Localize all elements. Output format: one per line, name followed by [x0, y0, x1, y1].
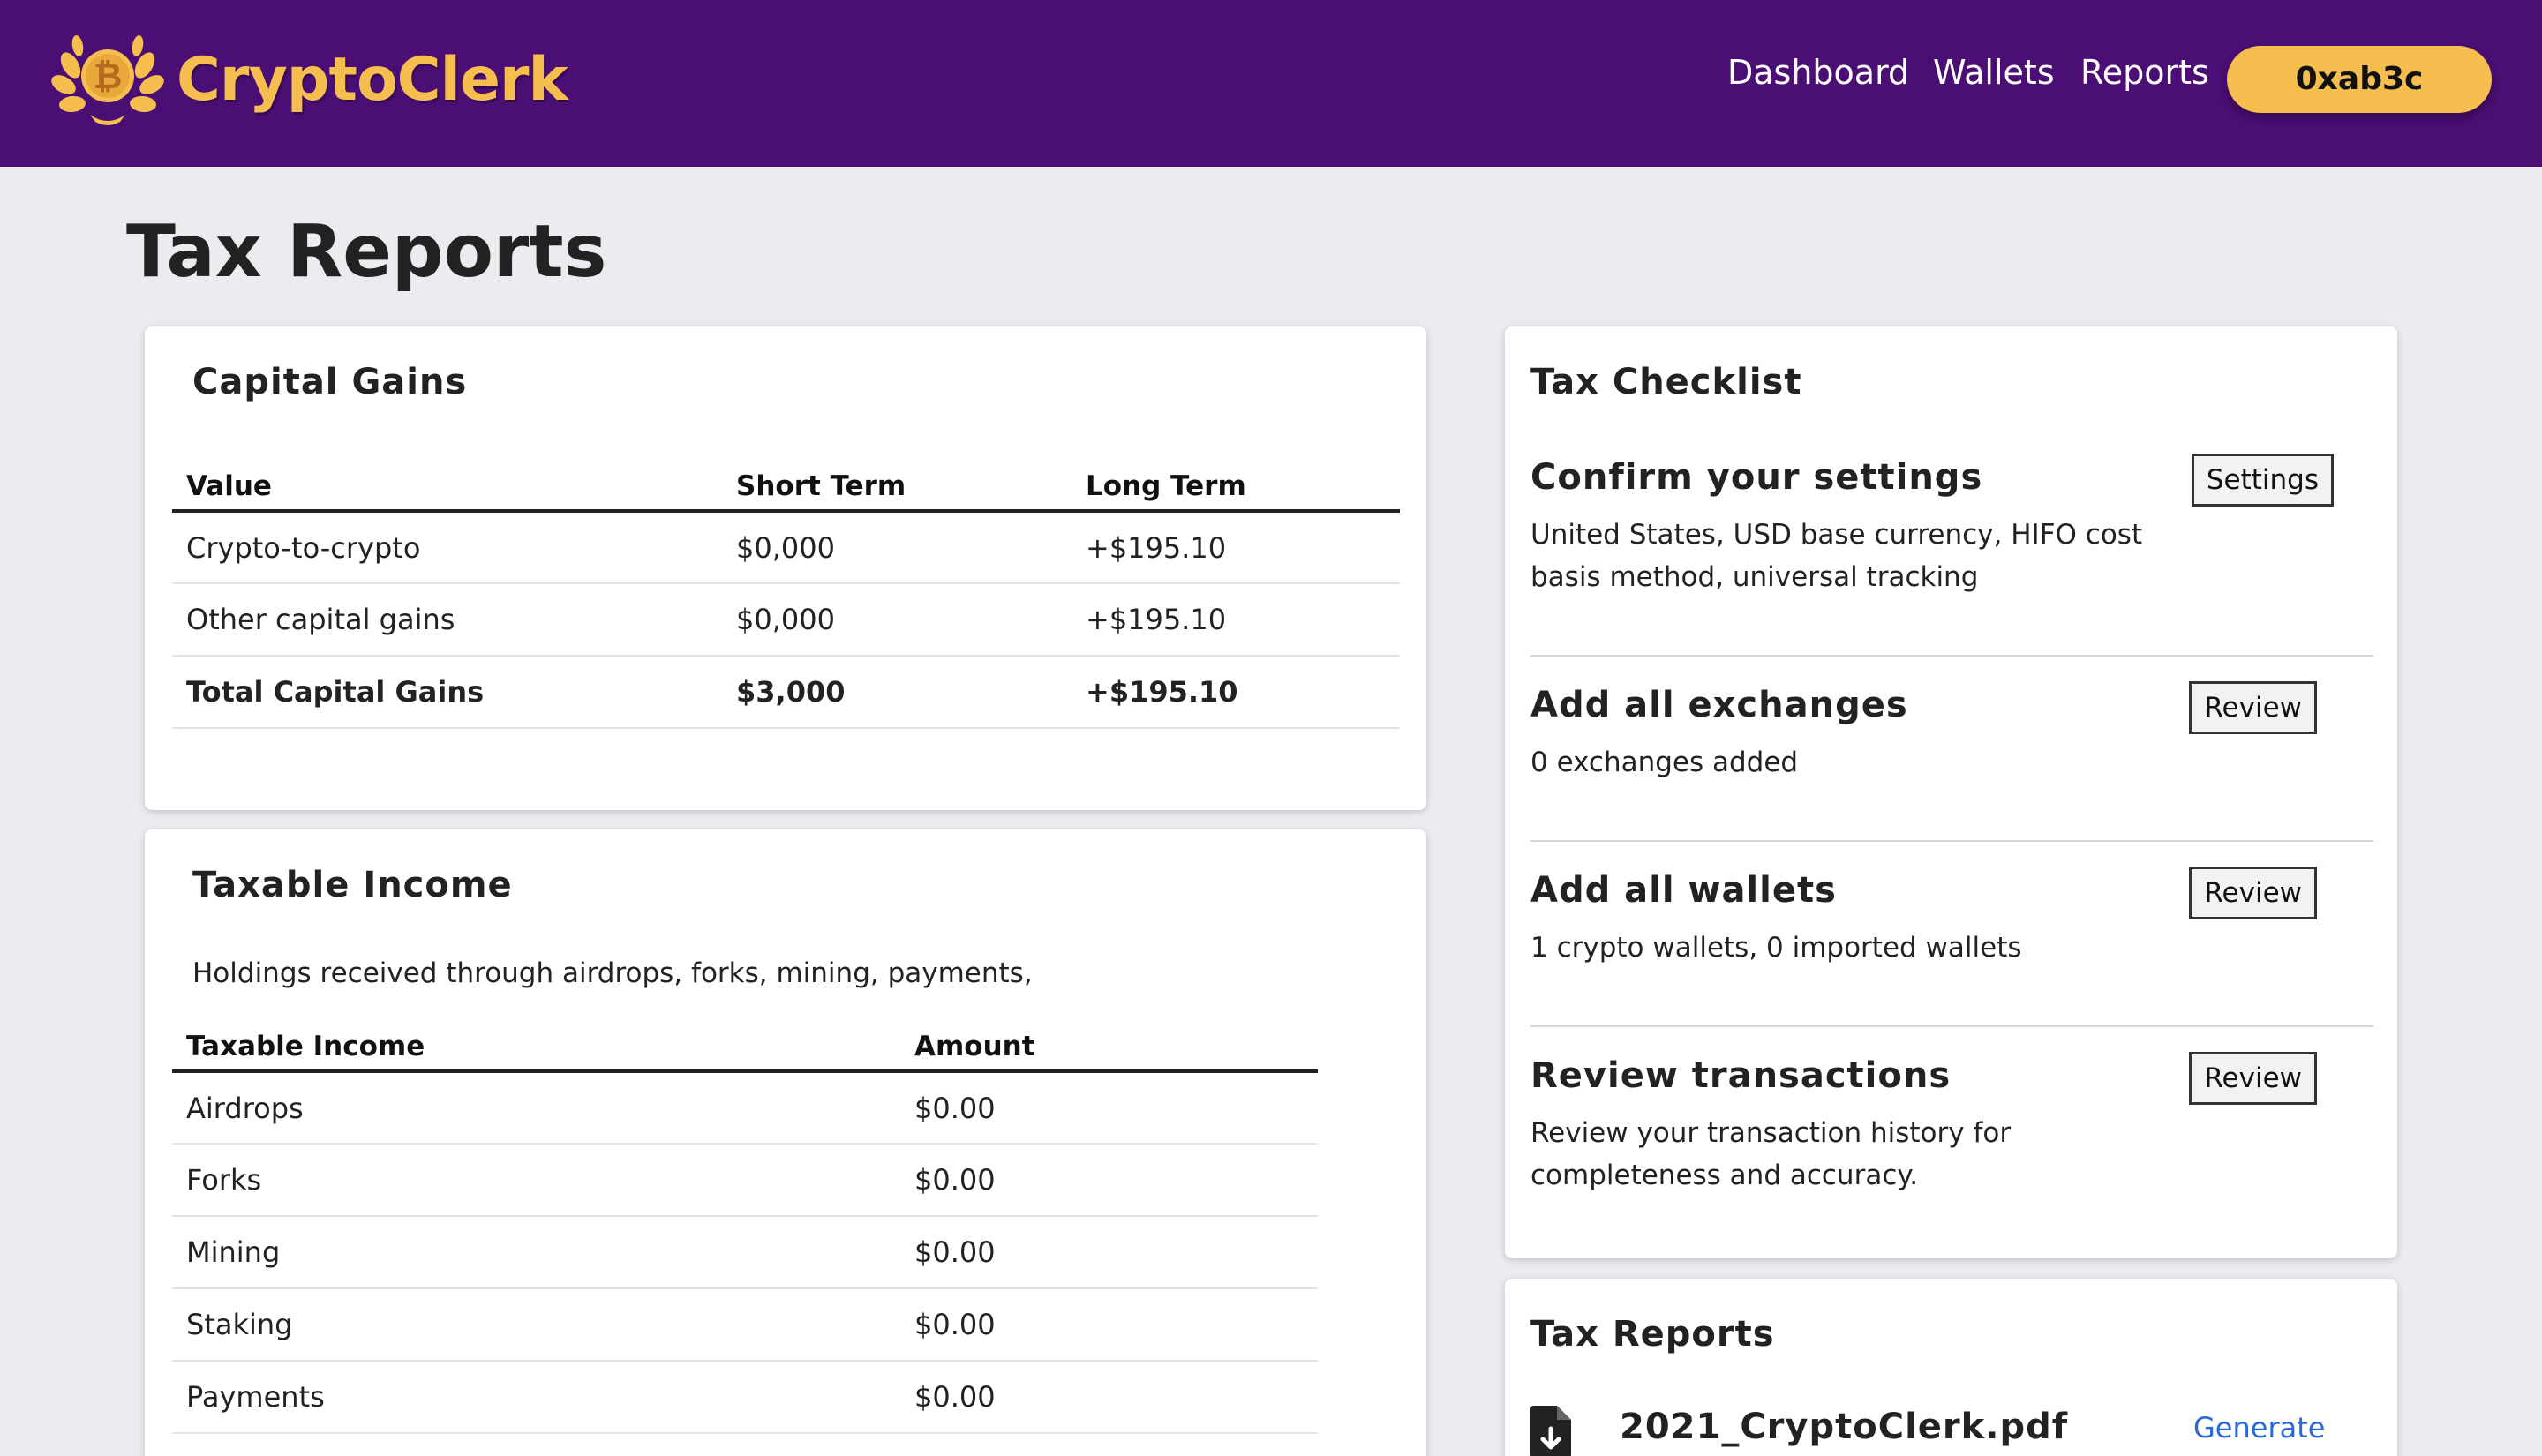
tax-checklist-card: Tax Checklist Confirm your settings Unit… — [1505, 326, 2397, 1258]
divider — [1530, 1025, 2373, 1027]
table-cell: Mining — [172, 1216, 900, 1289]
column-header: Amount — [900, 1022, 1318, 1073]
table-header-row: Value Short Term Long Term — [172, 462, 1400, 513]
brand-name: CryptoClerk — [177, 44, 568, 115]
top-navigation-bar: ₿ CryptoClerk Dashboard Wallets Reports … — [0, 0, 2542, 167]
svg-text:₿: ₿ — [94, 56, 123, 97]
divider — [1530, 655, 2373, 657]
column-header: Value — [172, 462, 722, 513]
tax-reports-card: Tax Reports 2021_CryptoClerk.pdf Generat… — [1505, 1279, 2397, 1456]
checklist-item-description: United States, USD base currency, HIFO c… — [1530, 519, 2143, 593]
table-cell: $0,000 — [722, 583, 1072, 657]
divider — [1530, 840, 2373, 842]
table-row: Airdrops $0.00 — [172, 1071, 1318, 1145]
taxable-income-card: Taxable Income Holdings received through… — [145, 829, 1426, 1456]
bitcoin-laurel-logo-icon: ₿ — [51, 35, 164, 125]
checklist-item-transactions: Review transactions Review your transact… — [1530, 1052, 2373, 1197]
checklist-item-title: Review transactions — [1530, 1055, 1952, 1096]
nav-reports-link[interactable]: Reports — [2080, 53, 2209, 92]
taxable-income-title: Taxable Income — [192, 865, 513, 905]
table-cell: +$195.10 — [1072, 656, 1400, 729]
taxable-income-table: Taxable Income Amount Airdrops $0.00 For… — [172, 1022, 1318, 1434]
checklist-item-description: 1 crypto wallets, 0 imported wallets — [1530, 932, 2022, 964]
table-row: Payments $0.00 — [172, 1361, 1318, 1434]
table-cell: Forks — [172, 1144, 900, 1217]
table-header-row: Taxable Income Amount — [172, 1022, 1318, 1073]
nav-dashboard-link[interactable]: Dashboard — [1727, 53, 1910, 92]
report-file-name: 2021_CryptoClerk.pdf — [1620, 1407, 2069, 1447]
generate-report-link[interactable]: Generate — [2193, 1411, 2326, 1445]
review-exchanges-button[interactable]: Review — [2189, 681, 2317, 734]
total-row: Total Capital Gains $3,000 +$195.10 — [172, 656, 1400, 729]
review-transactions-button[interactable]: Review — [2189, 1052, 2317, 1105]
taxable-income-description: Holdings received through airdrops, fork… — [192, 957, 1033, 989]
table-cell: Staking — [172, 1288, 900, 1362]
account-button[interactable]: 0xab3c — [2227, 46, 2492, 113]
column-header: Short Term — [722, 462, 1072, 513]
table-cell: +$195.10 — [1072, 511, 1400, 584]
capital-gains-table: Value Short Term Long Term Crypto-to-cry… — [172, 462, 1400, 729]
table-cell: Crypto-to-crypto — [172, 511, 722, 584]
capital-gains-title: Capital Gains — [192, 362, 468, 402]
checklist-item-description: 0 exchanges added — [1530, 747, 1799, 778]
page-title: Tax Reports — [126, 210, 607, 294]
table-row: Staking $0.00 — [172, 1288, 1318, 1362]
settings-button[interactable]: Settings — [2191, 454, 2334, 507]
checklist-item-exchanges: Add all exchanges 0 exchanges added Revi… — [1530, 681, 2373, 784]
table-cell: $0.00 — [900, 1288, 1318, 1362]
nav-wallets-link[interactable]: Wallets — [1933, 53, 2055, 92]
checklist-item-description: Review your transaction history for comp… — [1530, 1117, 2012, 1191]
checklist-item-title: Add all wallets — [1530, 870, 1837, 911]
tax-reports-title: Tax Reports — [1530, 1314, 1775, 1355]
table-cell: $0.00 — [900, 1361, 1318, 1434]
table-cell: $0,000 — [722, 511, 1072, 584]
table-row: Forks $0.00 — [172, 1144, 1318, 1217]
column-header: Long Term — [1072, 462, 1400, 513]
checklist-item-settings: Confirm your settings United States, USD… — [1530, 454, 2373, 598]
table-cell: $0.00 — [900, 1144, 1318, 1217]
table-cell: $0.00 — [900, 1216, 1318, 1289]
table-row: Mining $0.00 — [172, 1216, 1318, 1289]
review-wallets-button[interactable]: Review — [2189, 867, 2317, 919]
table-row: Crypto-to-crypto $0,000 +$195.10 — [172, 511, 1400, 584]
table-cell: Airdrops — [172, 1071, 900, 1145]
table-cell: $0.00 — [900, 1071, 1318, 1145]
file-download-icon[interactable] — [1530, 1406, 1571, 1456]
table-row: Other capital gains $0,000 +$195.10 — [172, 583, 1400, 657]
table-cell: +$195.10 — [1072, 583, 1400, 657]
table-cell: Total Capital Gains — [172, 656, 722, 729]
checklist-item-title: Add all exchanges — [1530, 685, 1908, 725]
checklist-item-wallets: Add all wallets 1 crypto wallets, 0 impo… — [1530, 867, 2373, 969]
table-cell: $3,000 — [722, 656, 1072, 729]
table-cell: Payments — [172, 1361, 900, 1434]
table-cell: Other capital gains — [172, 583, 722, 657]
checklist-item-title: Confirm your settings — [1530, 457, 1983, 498]
capital-gains-card: Capital Gains Value Short Term Long Term… — [145, 326, 1426, 810]
column-header: Taxable Income — [172, 1022, 900, 1073]
brand[interactable]: ₿ CryptoClerk — [51, 30, 568, 129]
tax-checklist-title: Tax Checklist — [1530, 362, 1802, 402]
